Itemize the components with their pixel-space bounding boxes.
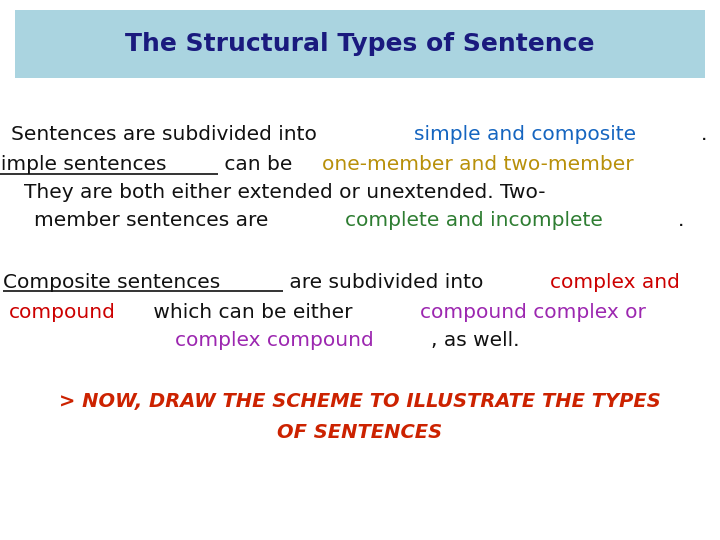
Text: one-member and two-member: one-member and two-member [322, 156, 634, 174]
Text: .: . [678, 211, 684, 229]
Text: , as well.: , as well. [431, 330, 520, 349]
Text: > NOW, DRAW THE SCHEME TO ILLUSTRATE THE TYPES: > NOW, DRAW THE SCHEME TO ILLUSTRATE THE… [59, 393, 661, 411]
Text: are subdivided into: are subdivided into [283, 273, 490, 292]
Text: OF SENTENCES: OF SENTENCES [277, 422, 443, 442]
Text: member sentences are: member sentences are [34, 211, 275, 229]
Text: compound: compound [9, 302, 115, 321]
Text: can be: can be [218, 156, 299, 174]
Text: They are both either extended or unextended. Two-: They are both either extended or unexten… [24, 183, 545, 201]
Text: which can be either: which can be either [147, 302, 359, 321]
Text: complex compound: complex compound [175, 330, 374, 349]
Text: complete and incomplete: complete and incomplete [345, 211, 603, 229]
Text: Composite sentences: Composite sentences [3, 273, 220, 292]
Text: The Structural Types of Sentence: The Structural Types of Sentence [125, 32, 595, 56]
Text: compound complex or: compound complex or [420, 302, 646, 321]
Text: Simple sentences: Simple sentences [0, 156, 166, 174]
Text: .: . [701, 125, 707, 145]
Text: simple and composite: simple and composite [414, 125, 636, 145]
Text: Sentences are subdivided into: Sentences are subdivided into [11, 125, 323, 145]
FancyBboxPatch shape [15, 10, 705, 78]
Text: complex and: complex and [550, 273, 680, 292]
